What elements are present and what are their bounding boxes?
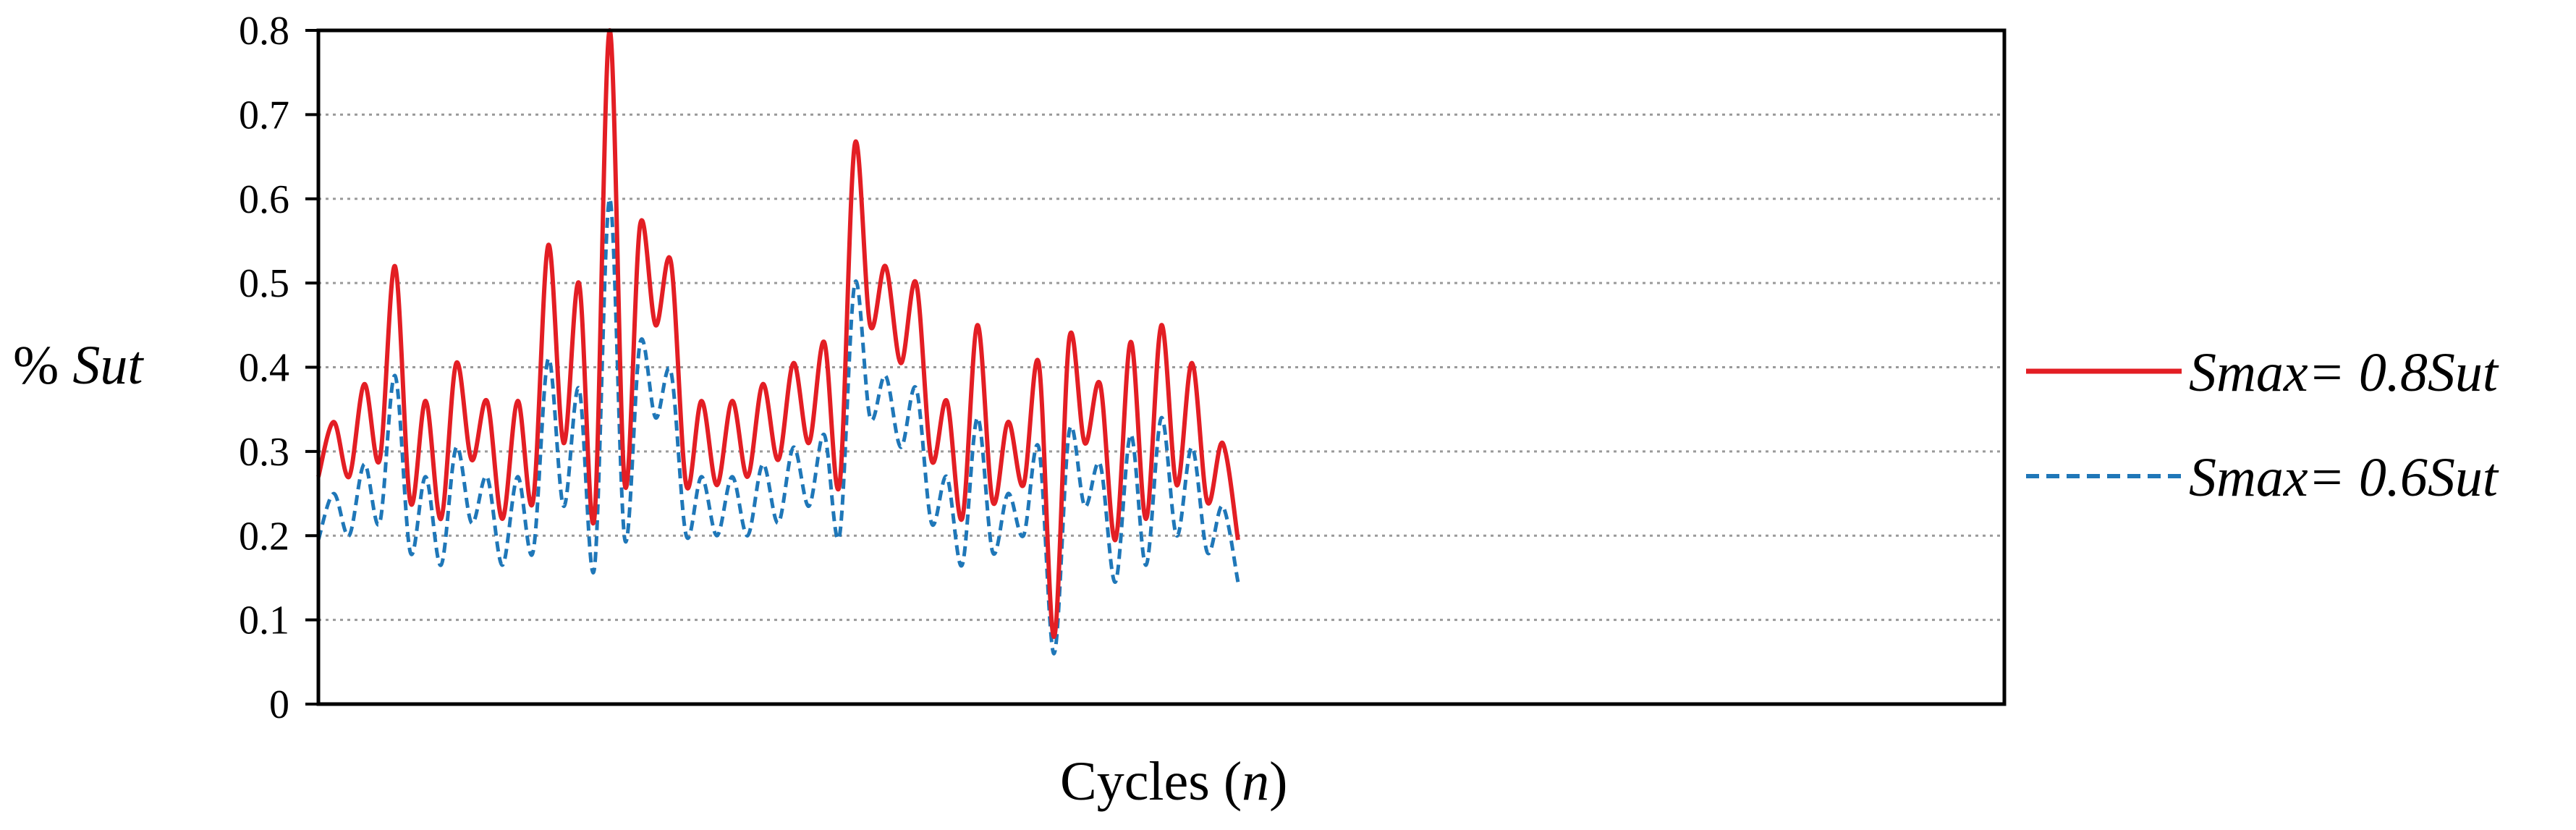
y-tick-label-4: 0.4: [239, 346, 289, 391]
series-line-1: [316, 197, 1240, 656]
x-axis-title: Cycles (n): [1060, 751, 1287, 812]
y-tick-label-5: 0.5: [239, 261, 289, 306]
y-tick-label-7: 0.7: [239, 93, 289, 137]
series-lines: [316, 27, 1240, 656]
series-line-0: [316, 27, 1240, 639]
y-axis-title-variable: Sut: [72, 335, 144, 396]
y-tick-label-2: 0.2: [239, 514, 289, 559]
x-axis-title-prefix: Cycles (: [1060, 751, 1242, 812]
legend-label-1: Smax= 0.6Sut: [2189, 447, 2499, 508]
y-tick-label-6: 0.6: [239, 177, 289, 222]
y-axis-title-prefix: %: [13, 335, 72, 396]
y-tick-label-3: 0.3: [239, 430, 289, 475]
legend-label-0: Smax= 0.8Sut: [2189, 342, 2499, 403]
y-axis-title: % Sut: [13, 335, 144, 396]
y-tick-label-8: 0.8: [239, 9, 289, 54]
x-axis-title-variable: n: [1242, 751, 1269, 812]
plot-frame: [316, 28, 2007, 706]
y-axis-ticks: 0 0.1 0.2 0.3 0.4 0.5 0.6 0.7 0.8: [239, 9, 318, 727]
legend-entry-1: Smax= 0.6Sut: [2026, 447, 2499, 508]
legend-entry-0: Smax= 0.8Sut: [2026, 342, 2499, 403]
legend: Smax= 0.8Sut Smax= 0.6Sut: [2026, 342, 2499, 508]
y-tick-label-0: 0: [269, 682, 289, 727]
y-tick-label-1: 0.1: [239, 598, 289, 643]
x-axis-title-suffix: ): [1269, 751, 1287, 812]
